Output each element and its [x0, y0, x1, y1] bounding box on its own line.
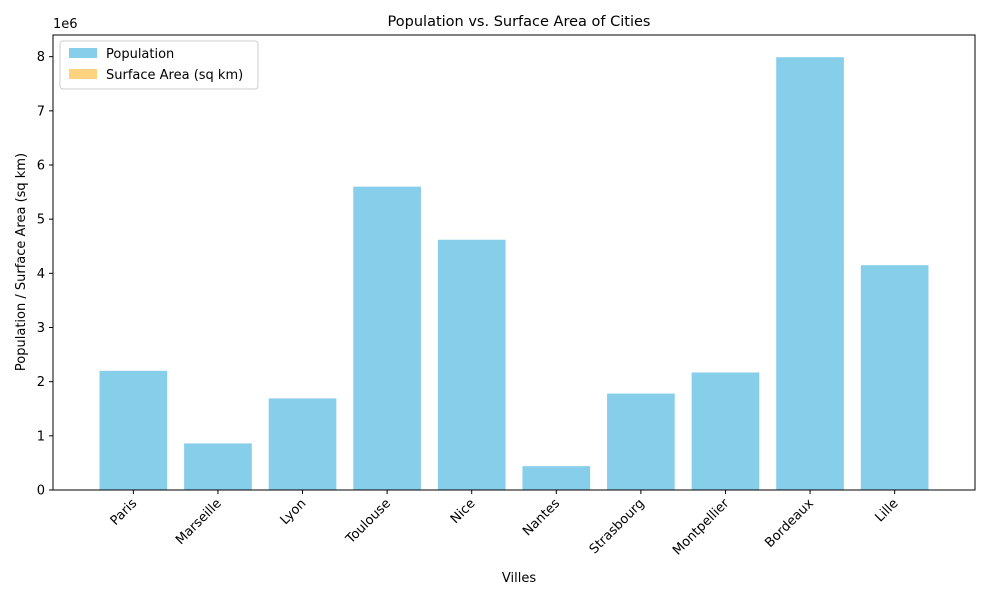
bar-population-lyon	[268, 398, 337, 490]
bar-population-marseille	[184, 443, 252, 490]
legend-label-population: Population	[106, 47, 174, 62]
y-tick-label: 4	[37, 267, 45, 282]
legend-label-surface-area: Surface Area (sq km)	[106, 68, 243, 83]
plot-frame	[52, 34, 976, 491]
bar-population-bordeaux	[776, 57, 844, 491]
bar-population-strasbourg	[607, 393, 675, 490]
y-tick-label: 2	[37, 375, 45, 390]
legend: Population Surface Area (sq km)	[59, 40, 259, 90]
bar-population-montpellier	[691, 372, 760, 490]
chart-title: Population vs. Surface Area of Cities	[388, 14, 651, 30]
y-axis-label: Population / Surface Area (sq km)	[14, 153, 29, 371]
bar-population-paris	[99, 370, 168, 490]
y-tick-label: 7	[37, 104, 45, 119]
legend-swatch-population	[69, 48, 97, 58]
legend-swatch-surface-area	[69, 69, 97, 79]
bar-population-nice	[437, 239, 506, 490]
bar-population-toulouse	[353, 186, 421, 491]
bar-population-lille	[860, 265, 929, 490]
bar-population-nantes	[522, 466, 591, 490]
legend-box	[59, 40, 259, 90]
y-tick-label: 3	[37, 321, 45, 336]
y-tick-label: 5	[37, 213, 45, 228]
y-tick-label: 6	[37, 159, 45, 174]
y-tick-label: 0	[37, 484, 45, 499]
y-tick-label: 8	[37, 50, 45, 65]
x-axis-label: Villes	[502, 571, 536, 586]
y-tick-label: 1	[37, 429, 45, 444]
y-offset-text: 1e6	[53, 17, 78, 32]
